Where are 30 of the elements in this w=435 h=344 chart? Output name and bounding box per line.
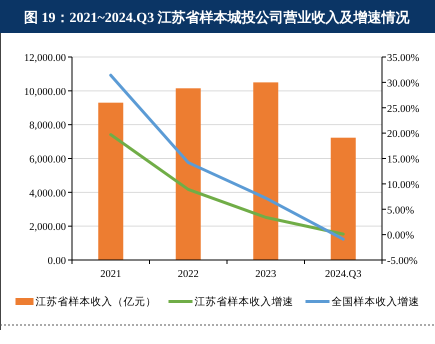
bar: [98, 102, 124, 260]
bar: [253, 82, 278, 260]
y2-tick-label: 35.00%: [387, 53, 420, 64]
y2-tick-label: 25.00%: [387, 104, 420, 115]
line-series: [109, 74, 345, 241]
legend-label: 江苏省样本收入（亿元）: [36, 295, 156, 308]
y-tick-label: 4,000.00: [29, 188, 66, 200]
y-tick-label: 6,000.00: [29, 154, 66, 166]
y2-tick-label: 15.00%: [387, 154, 420, 166]
bar: [176, 88, 201, 260]
x-tick-label: 2024.Q3: [325, 269, 362, 280]
line-series: [109, 133, 345, 236]
y-tick-label: 8,000.00: [29, 120, 66, 132]
legend-label: 江苏省样本收入增速: [194, 295, 294, 308]
y2-tick-label: 20.00%: [387, 129, 420, 140]
y2-tick-label: 10.00%: [387, 180, 420, 191]
x-tick-label: 2022: [178, 269, 199, 280]
x-tick-label: 2023: [255, 269, 276, 280]
y2-tick-label: -5.00%: [387, 256, 418, 267]
y-tick-label: 2,000.00: [29, 222, 66, 234]
legend-label: 全国样本收入增速: [332, 295, 420, 308]
y2-tick-label: 0.00%: [387, 230, 414, 242]
y-tick-label: 12,000.00: [24, 53, 66, 64]
bar: [330, 138, 356, 260]
x-tick-label: 2021: [100, 269, 122, 280]
y2-tick-label: 5.00%: [387, 205, 414, 216]
chart-title: 图 19：2021~2024.Q3 江苏省样本城投公司营业收入及增速情况: [24, 10, 411, 26]
y2-tick-label: 30.00%: [387, 78, 420, 90]
y-tick-label: 0.00: [48, 256, 66, 267]
y-tick-label: 10,000.00: [24, 86, 66, 98]
